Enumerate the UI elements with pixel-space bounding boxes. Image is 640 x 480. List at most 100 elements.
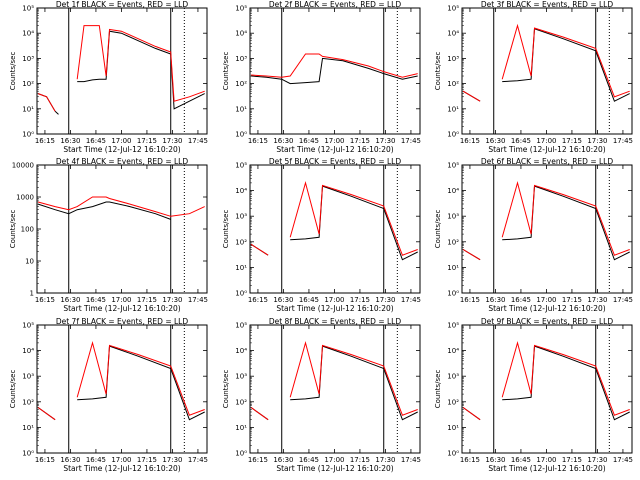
y-tick-label: 100 <box>21 226 34 234</box>
x-tick-label: 17:45 <box>613 137 633 145</box>
x-tick-label: 16:15 <box>35 456 55 464</box>
series-line-events <box>250 185 418 261</box>
x-tick-label: 17:15 <box>562 456 582 464</box>
x-tick-label: 17:45 <box>401 296 421 304</box>
chart-panel-2: Det 2f BLACK = Events, RED = LLD 10⁰ 10¹ 10… <box>222 0 421 154</box>
chart-title: Det 5f BLACK = Events, RED = LLD <box>269 157 402 166</box>
series-line-lld <box>250 341 418 421</box>
x-tick-label: 17:30 <box>162 296 182 304</box>
x-tick-label: 17:00 <box>536 296 556 304</box>
y-tick-label: 10⁰ <box>22 450 34 458</box>
y-tick-label: 10⁵ <box>235 162 247 170</box>
x-tick-label: 16:45 <box>511 456 531 464</box>
series-line-lld <box>250 181 418 256</box>
y-tick-label: 10⁰ <box>447 450 459 458</box>
plot-frame <box>36 7 208 135</box>
y-tick-label: 10³ <box>235 373 247 381</box>
x-tick-label: 16:45 <box>86 296 106 304</box>
x-tick-label: 16:30 <box>485 456 505 464</box>
y-axis-label: Counts/sec <box>9 370 17 409</box>
y-tick-label: 10⁰ <box>235 131 247 139</box>
x-tick-label: 16:45 <box>299 456 319 464</box>
y-tick-label: 10⁴ <box>447 30 459 38</box>
x-tick-label: 17:45 <box>613 296 633 304</box>
x-tick-label: 17:15 <box>350 137 370 145</box>
x-tick-label: 17:30 <box>375 456 395 464</box>
y-tick-label: 10² <box>235 80 247 88</box>
x-axis-label: Start Time (12-Jul-12 16:10:20) <box>63 464 180 473</box>
y-tick-label: 10⁴ <box>235 30 247 38</box>
x-tick-label: 16:45 <box>299 296 319 304</box>
series-line-events <box>37 201 171 220</box>
x-tick-label: 17:45 <box>401 456 421 464</box>
plot-frame <box>461 324 633 454</box>
x-axis-label: Start Time (12-Jul-12 16:10:20) <box>488 145 605 154</box>
x-tick-label: 17:45 <box>188 456 208 464</box>
chart-title: Det 8f BLACK = Events, RED = LLD <box>269 317 402 326</box>
y-tick-label: 10² <box>235 238 247 246</box>
y-tick-label: 10² <box>447 398 459 406</box>
y-tick-label: 10² <box>22 398 34 406</box>
x-tick-label: 16:45 <box>86 456 106 464</box>
y-tick-label: 10⁴ <box>22 30 34 38</box>
y-tick-label: 10¹ <box>447 264 459 272</box>
y-tick-label: 10¹ <box>235 105 247 113</box>
y-tick-label: 1000 <box>16 194 34 202</box>
y-axis-label: Counts/sec <box>9 52 17 91</box>
y-axis-label: Counts/sec <box>434 52 442 91</box>
series-line-events <box>462 345 630 421</box>
x-tick-label: 17:00 <box>111 456 131 464</box>
x-tick-label: 17:00 <box>536 456 556 464</box>
y-tick-label: 10⁵ <box>447 5 459 13</box>
x-tick-label: 16:15 <box>248 456 268 464</box>
y-tick-label: 10³ <box>447 55 459 63</box>
x-tick-label: 16:30 <box>273 296 293 304</box>
x-tick-label: 16:15 <box>248 137 268 145</box>
x-tick-label: 16:15 <box>35 137 55 145</box>
x-tick-label: 17:00 <box>324 456 344 464</box>
x-tick-label: 17:00 <box>324 296 344 304</box>
x-tick-label: 16:15 <box>35 296 55 304</box>
x-tick-label: 17:15 <box>562 137 582 145</box>
y-tick-label: 10² <box>447 80 459 88</box>
x-tick-label: 16:30 <box>273 456 293 464</box>
x-tick-label: 17:15 <box>137 456 157 464</box>
chart-panel-6: Det 6f BLACK = Events, RED = LLD 10⁰ 10¹ 10… <box>434 157 633 313</box>
y-axis-label: Counts/sec <box>434 210 442 249</box>
y-tick-label: 10³ <box>447 373 459 381</box>
series-line-lld <box>37 341 205 421</box>
x-tick-label: 16:15 <box>460 296 480 304</box>
series-line-events <box>37 345 205 421</box>
y-tick-label: 10⁴ <box>22 347 34 355</box>
x-tick-label: 17:15 <box>137 296 157 304</box>
chart-panel-5: Det 5f BLACK = Events, RED = LLD 10⁰ 10¹ 10… <box>222 157 421 313</box>
y-tick-label: 10⁰ <box>235 450 247 458</box>
y-axis-label: Counts/sec <box>222 52 230 91</box>
series-line-lld <box>251 53 418 78</box>
y-tick-label: 1 <box>30 290 34 298</box>
x-tick-label: 17:30 <box>375 137 395 145</box>
x-tick-label: 16:45 <box>511 137 531 145</box>
chart-title: Det 9f BLACK = Events, RED = LLD <box>481 317 614 326</box>
y-tick-label: 10⁵ <box>235 5 247 13</box>
y-tick-label: 10⁰ <box>22 131 34 139</box>
x-tick-label: 16:30 <box>60 137 80 145</box>
chart-title: Det 4f BLACK = Events, RED = LLD <box>56 157 189 166</box>
y-tick-label: 10⁵ <box>447 322 459 330</box>
x-tick-label: 16:30 <box>273 137 293 145</box>
x-tick-label: 16:45 <box>511 296 531 304</box>
x-tick-label: 17:00 <box>111 137 131 145</box>
x-tick-label: 17:00 <box>324 137 344 145</box>
series-line-lld <box>37 25 205 112</box>
y-tick-label: 10³ <box>235 55 247 63</box>
y-axis-label: Counts/sec <box>434 370 442 409</box>
chart-panel-8: Det 8f BLACK = Events, RED = LLD 10⁰ 10¹ 10… <box>222 317 421 473</box>
y-tick-label: 10⁴ <box>235 347 247 355</box>
x-tick-label: 17:30 <box>162 137 182 145</box>
x-tick-label: 16:30 <box>485 296 505 304</box>
y-tick-label: 10¹ <box>235 424 247 432</box>
x-tick-label: 16:15 <box>248 296 268 304</box>
x-tick-label: 17:45 <box>401 137 421 145</box>
x-tick-label: 17:30 <box>375 296 395 304</box>
